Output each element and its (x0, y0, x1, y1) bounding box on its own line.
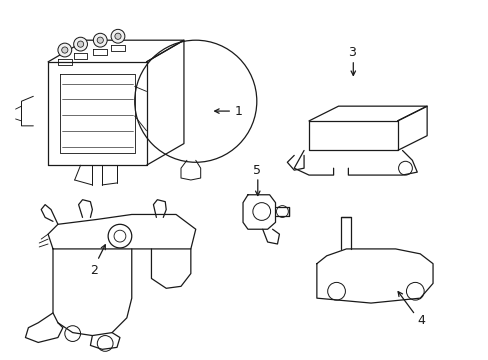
Circle shape (97, 37, 103, 43)
Text: 3: 3 (347, 45, 356, 59)
Circle shape (93, 33, 107, 47)
Text: 4: 4 (416, 314, 424, 327)
Text: 2: 2 (90, 264, 98, 277)
Text: 5: 5 (252, 164, 260, 177)
Circle shape (115, 33, 121, 39)
Circle shape (111, 30, 124, 43)
Circle shape (74, 37, 87, 51)
Text: 1: 1 (235, 105, 243, 118)
Circle shape (58, 43, 72, 57)
Circle shape (77, 41, 83, 47)
Circle shape (61, 47, 68, 53)
